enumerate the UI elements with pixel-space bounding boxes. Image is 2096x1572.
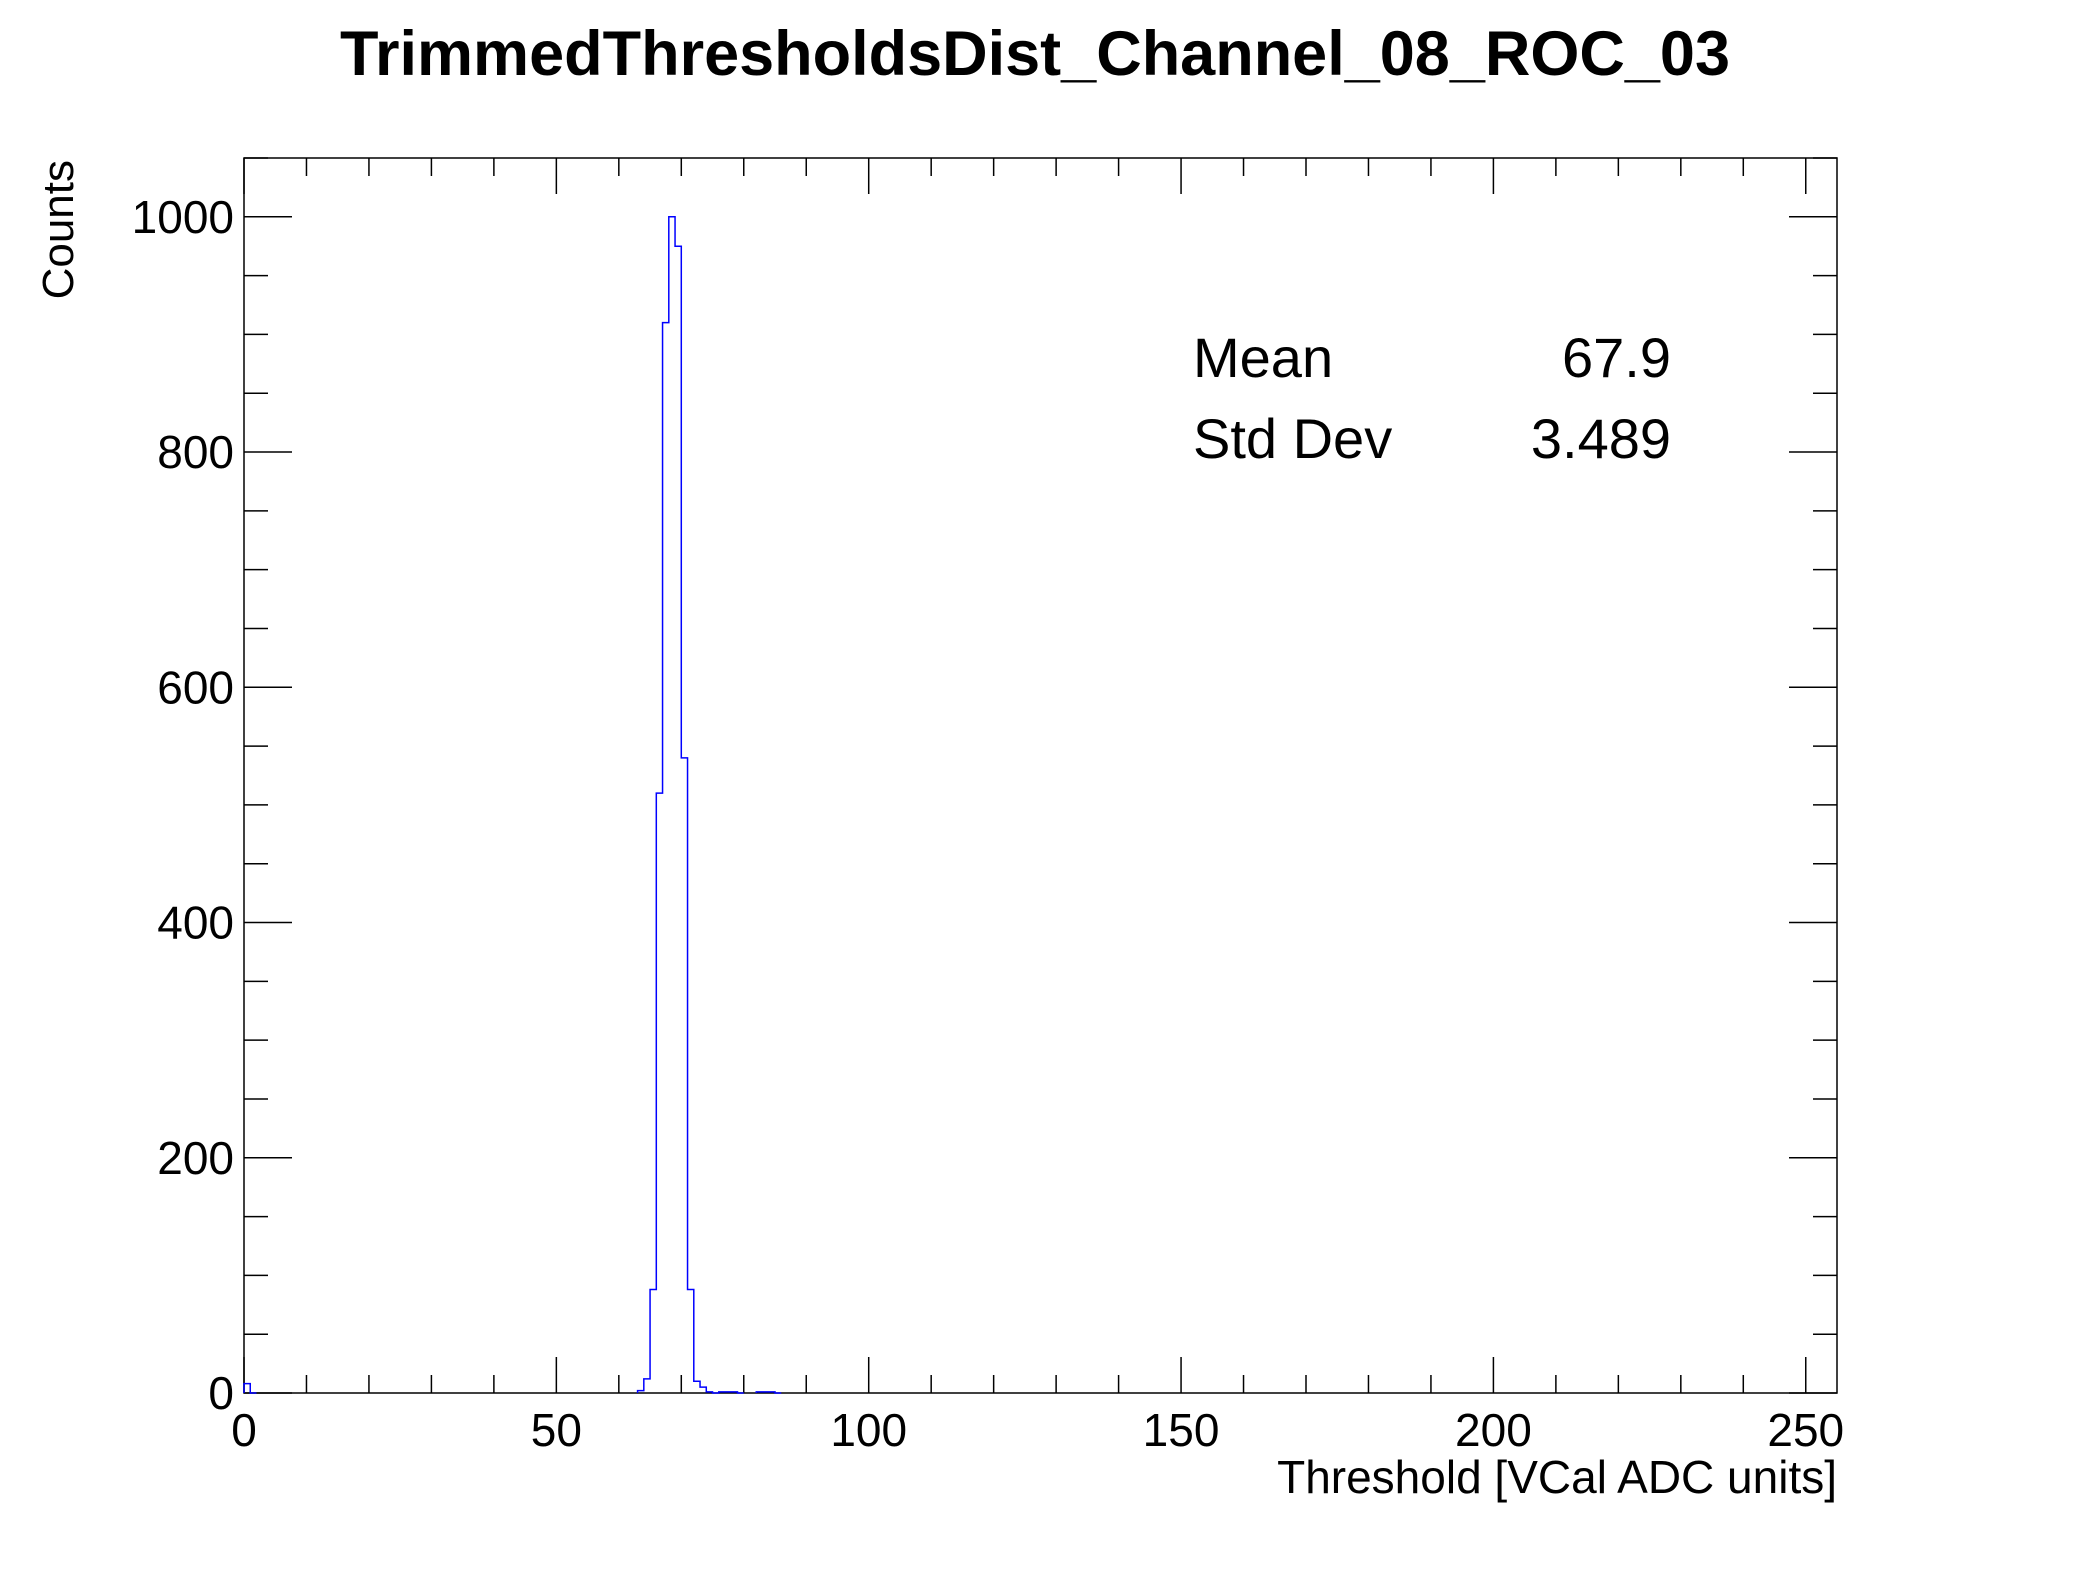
x-tick-label: 200 — [1455, 1404, 1532, 1456]
y-tick-label: 0 — [208, 1367, 234, 1419]
stats-mean-value: 67.9 — [1562, 326, 1671, 389]
x-tick-label: 150 — [1143, 1404, 1220, 1456]
stats-box: Mean 67.9 Std Dev 3.489 — [1193, 326, 1671, 470]
y-tick-label: 800 — [157, 426, 234, 478]
chart-title: TrimmedThresholdsDist_Channel_08_ROC_03 — [340, 19, 1730, 89]
stats-std-label: Std Dev — [1193, 407, 1392, 470]
x-tick-label: 50 — [531, 1404, 582, 1456]
histogram-series-line — [243, 216, 782, 1394]
x-tick-label: 250 — [1767, 1404, 1844, 1456]
x-tick-label: 100 — [830, 1404, 907, 1456]
y-tick-label: 200 — [157, 1132, 234, 1184]
y-axis-tick-labels: 0 200 400 600 800 1000 — [132, 191, 234, 1419]
stats-mean-label: Mean — [1193, 326, 1333, 389]
plot-frame — [243, 157, 1838, 1394]
x-axis-ticks — [243, 158, 1807, 1393]
y-tick-label: 600 — [157, 661, 234, 713]
y-axis-ticks — [244, 157, 1837, 1394]
y-tick-label: 400 — [157, 897, 234, 949]
stats-std-value: 3.489 — [1531, 407, 1671, 470]
x-axis-tick-labels: 0 50 100 150 200 250 — [231, 1404, 1844, 1456]
y-tick-label: 1000 — [132, 191, 234, 243]
x-axis-label: Threshold [VCal ADC units] — [1277, 1451, 1837, 1503]
y-axis-label: Counts — [34, 160, 83, 299]
x-tick-label: 0 — [231, 1404, 257, 1456]
